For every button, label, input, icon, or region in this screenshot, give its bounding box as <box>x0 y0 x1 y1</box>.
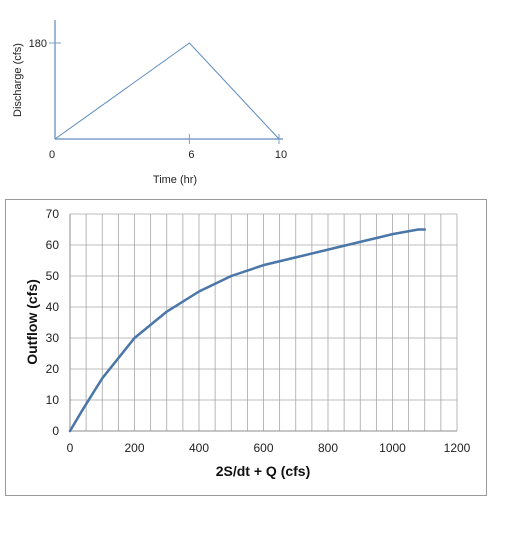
x-tick-label: 0 <box>67 441 74 455</box>
x-tick-label: 800 <box>318 441 338 455</box>
y-tick-label: 30 <box>46 331 60 345</box>
x-axis-title: Time (hr) <box>153 174 197 186</box>
tick-labels: 0 200 400 600 800 1000 1200 0 10 20 30 40 50 60 70 <box>46 207 471 455</box>
x-tick-label: 1200 <box>444 441 471 455</box>
gridlines <box>70 213 458 431</box>
x-tick-label: 0 <box>49 149 55 161</box>
y-tick-label: 60 <box>46 238 60 252</box>
y-tick-label: 40 <box>46 300 60 314</box>
tick-labels: 0 6 10 180 <box>29 38 287 161</box>
outflow-series-line <box>68 228 426 433</box>
y-tick-label: 10 <box>46 393 60 407</box>
y-tick-label: 50 <box>46 269 60 283</box>
y-tick-label: 20 <box>46 362 60 376</box>
x-tick-label: 1000 <box>379 441 406 455</box>
y-axis-title: Outflow (cfs) <box>24 279 40 365</box>
hydrograph-series-line <box>54 42 280 140</box>
x-axis-title: 2S/dt + Q (cfs) <box>216 463 311 479</box>
x-tick-label: 200 <box>124 441 144 455</box>
hydrograph-plot: 0 6 10 180 Time (hr) Discharge (cfs) <box>12 20 287 186</box>
y-axis-title: Discharge (cfs) <box>12 43 24 117</box>
x-tick-label: 600 <box>253 441 273 455</box>
outflow-chart-frame <box>5 199 487 496</box>
x-tick-label: 10 <box>275 149 287 161</box>
x-tick-label: 6 <box>188 149 194 161</box>
y-tick-label: 70 <box>46 207 60 221</box>
y-tick-label: 0 <box>52 424 59 438</box>
y-tick-label: 180 <box>29 38 47 50</box>
x-tick-label: 400 <box>189 441 209 455</box>
hydrograph-chart: 0 6 10 180 Time (hr) Discharge (cfs) <box>12 20 287 186</box>
